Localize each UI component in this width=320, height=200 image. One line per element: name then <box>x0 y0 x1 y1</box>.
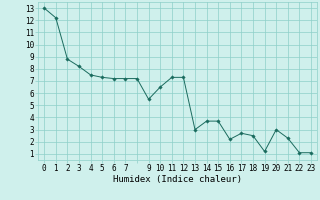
X-axis label: Humidex (Indice chaleur): Humidex (Indice chaleur) <box>113 175 242 184</box>
